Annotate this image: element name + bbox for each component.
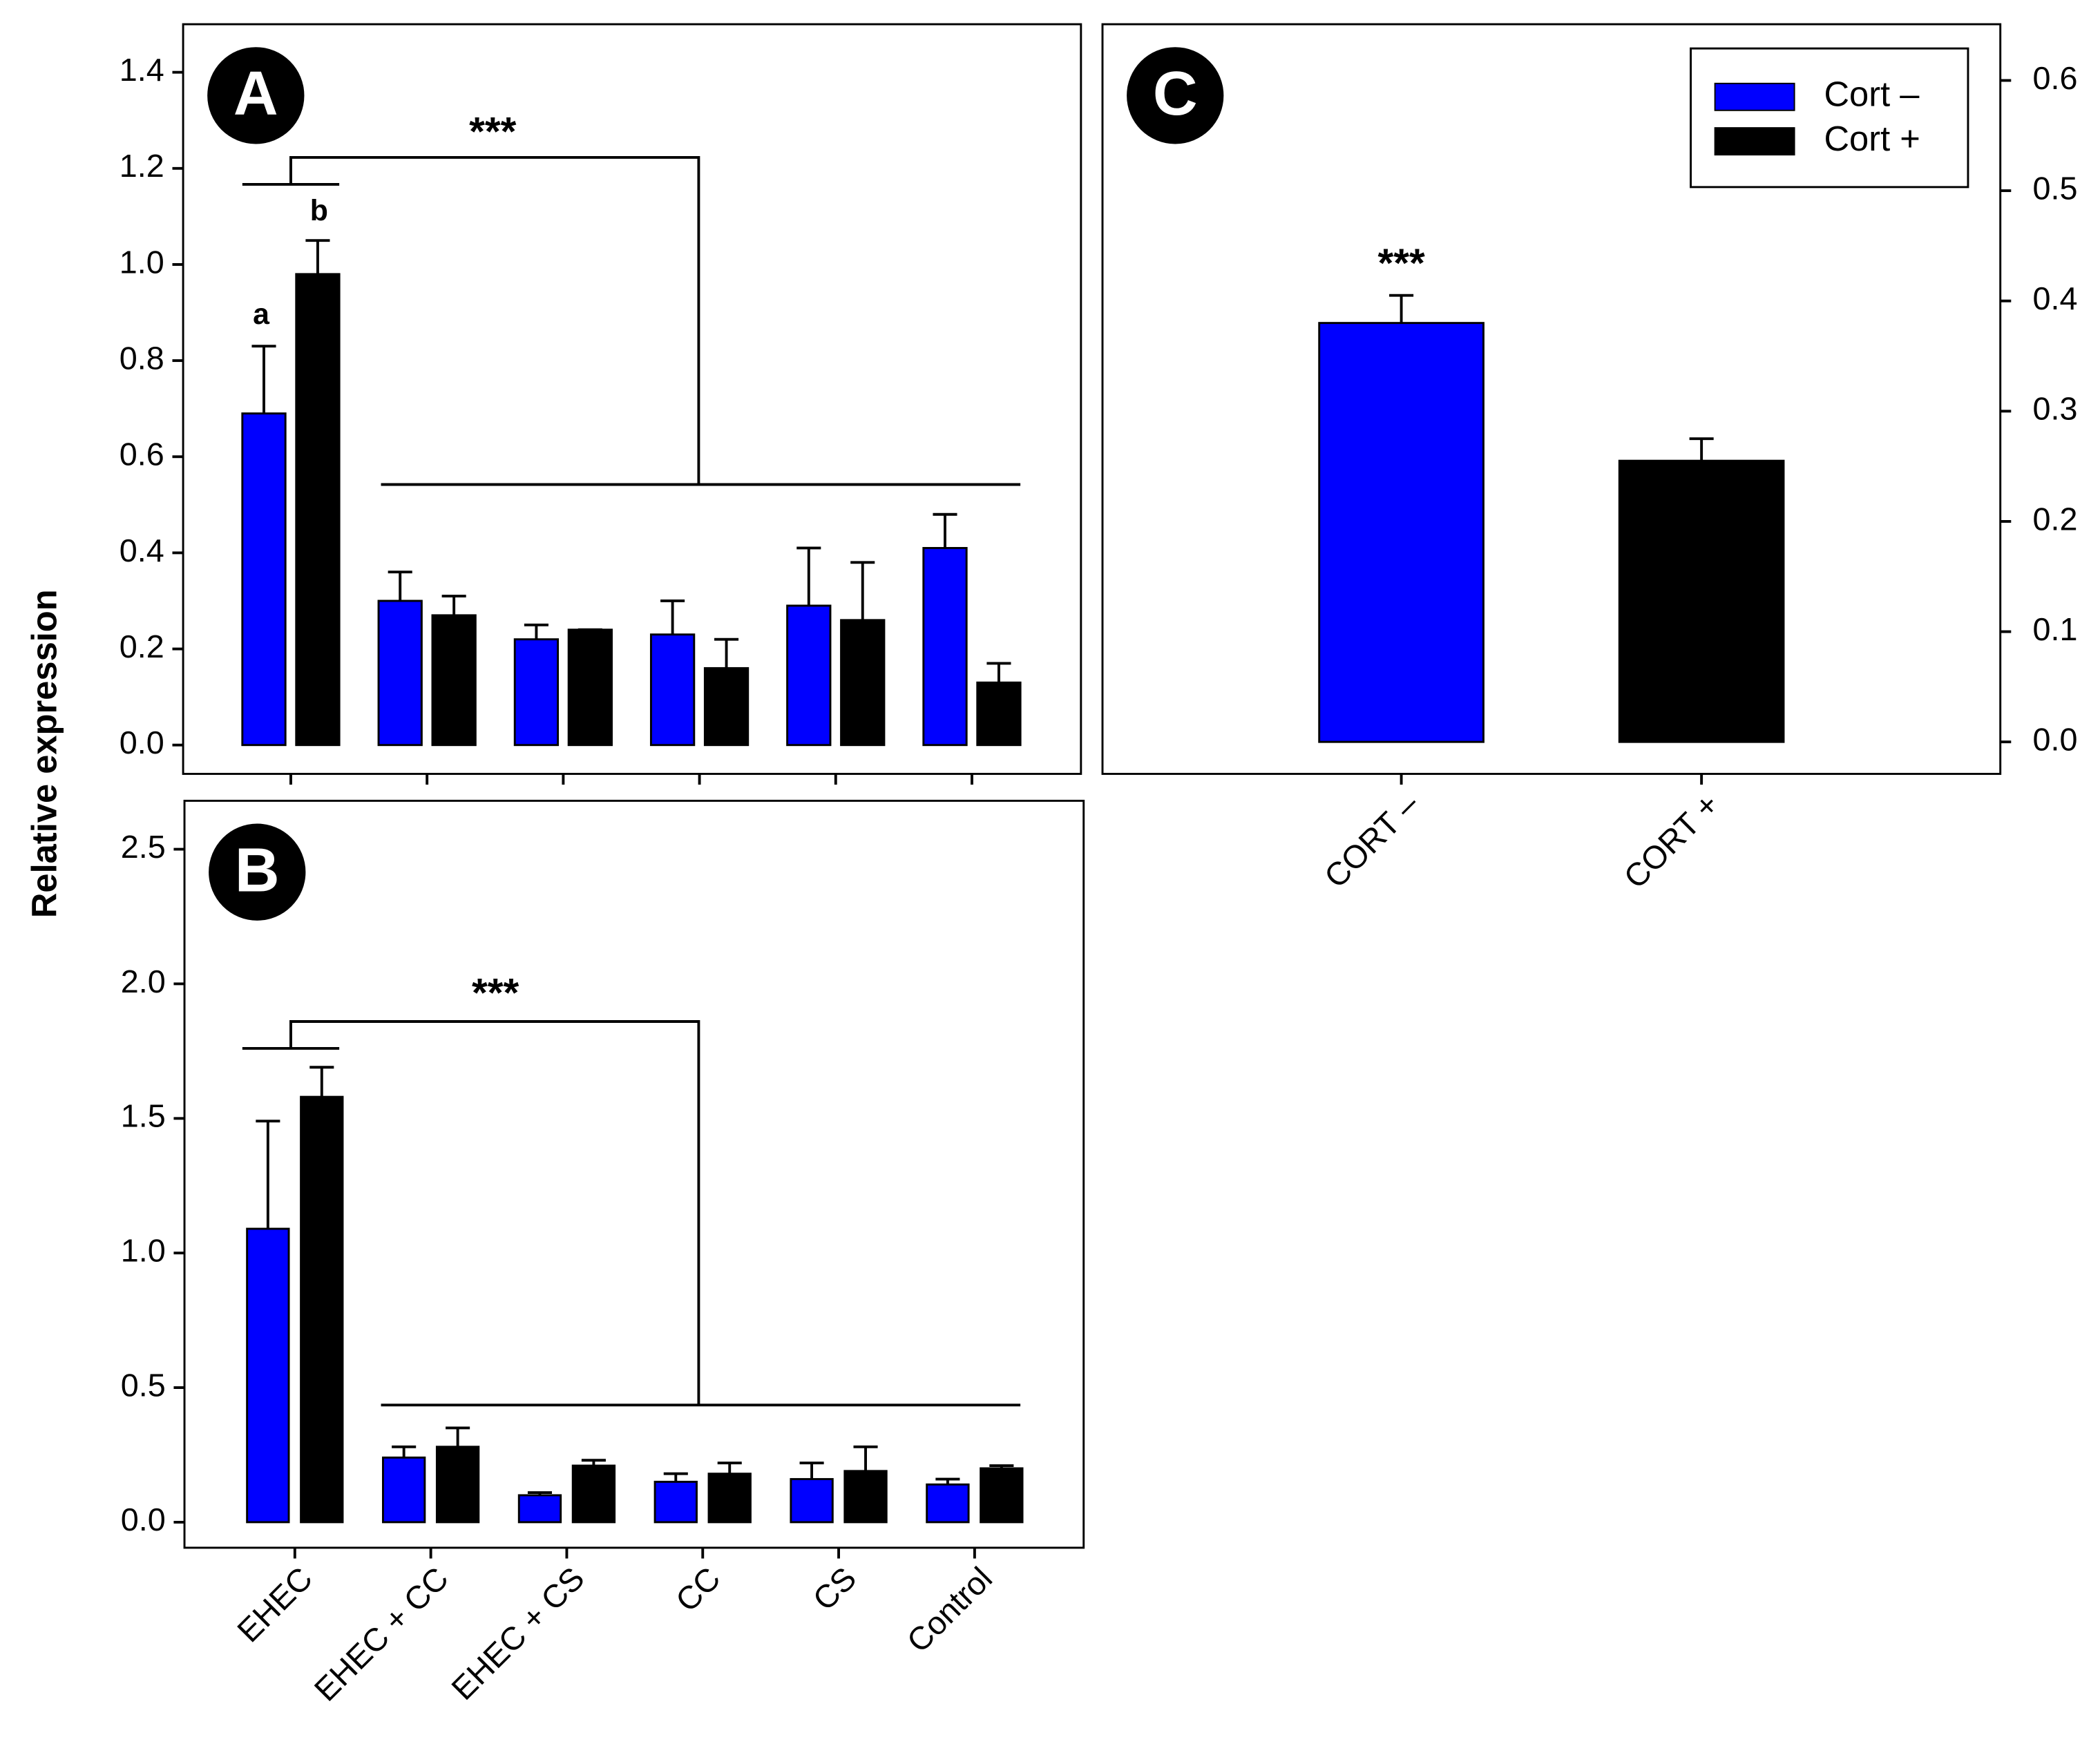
- panel-badge: [209, 823, 306, 921]
- bar: [513, 638, 560, 747]
- y-tick-label: 1.5: [121, 1098, 166, 1134]
- y-tick-label: 1.0: [120, 244, 164, 280]
- x-tick-label: CORT +: [1617, 786, 1726, 895]
- bar: [295, 273, 341, 747]
- x-tick-label: EHEC + CS: [445, 1560, 591, 1707]
- bar: [786, 604, 832, 747]
- y-axis-label: Relative expression: [25, 589, 64, 918]
- bar: [1318, 322, 1485, 743]
- y-tick-label: 0.6: [2032, 60, 2077, 96]
- bar: [567, 629, 613, 747]
- y-tick-label: 1.0: [121, 1233, 166, 1269]
- y-tick-label: 1.4: [120, 52, 164, 88]
- panel-label: C: [1153, 59, 1198, 128]
- annotation: a: [253, 298, 270, 331]
- bar: [980, 1467, 1024, 1524]
- bar: [517, 1494, 562, 1524]
- bar: [922, 546, 968, 747]
- x-tick-label: CC: [669, 1560, 727, 1619]
- y-tick-label: 0.6: [120, 437, 164, 472]
- y-tick-label: 0.8: [120, 340, 164, 376]
- panel-label: A: [233, 59, 278, 128]
- plot-frame: [183, 799, 1085, 1549]
- y-tick-label: 0.4: [120, 533, 164, 568]
- bar: [571, 1464, 616, 1524]
- significance-bracket: [242, 156, 1021, 486]
- y-tick-label: 0.0: [2032, 722, 2077, 758]
- y-tick-label: 0.4: [2032, 280, 2077, 316]
- bar: [431, 614, 477, 747]
- annotation: ***: [1377, 241, 1424, 286]
- legend-swatch: [1714, 82, 1795, 111]
- x-tick-label: EHEC: [231, 1560, 320, 1649]
- plot-frame: [1101, 23, 2002, 775]
- bar: [707, 1473, 752, 1524]
- bar: [300, 1095, 344, 1524]
- bar: [649, 633, 696, 747]
- bar: [703, 666, 750, 747]
- x-tick-label: EHEC + CC: [307, 1560, 455, 1708]
- bar: [377, 600, 423, 747]
- y-tick-label: 2.0: [121, 963, 166, 999]
- bar: [1618, 459, 1785, 743]
- legend-label: Cort +: [1824, 119, 1920, 158]
- y-tick-label: 0.5: [121, 1367, 166, 1403]
- y-tick-label: 0.0: [120, 725, 164, 760]
- bar: [241, 412, 287, 747]
- legend-label: Cort –: [1824, 75, 1920, 114]
- y-tick-label: 0.0: [121, 1502, 166, 1537]
- y-tick-label: 1.2: [120, 148, 164, 184]
- y-tick-label: 0.2: [120, 629, 164, 664]
- bar: [840, 619, 886, 747]
- x-tick-label: Control: [900, 1560, 999, 1659]
- y-tick-label: 0.2: [2032, 501, 2077, 537]
- bar: [976, 681, 1022, 747]
- bar: [435, 1446, 480, 1524]
- y-tick-label: 0.5: [2032, 170, 2077, 206]
- bar: [246, 1227, 290, 1524]
- annotation: ***: [469, 109, 516, 154]
- panel-badge: [207, 47, 305, 144]
- panel-label: B: [235, 835, 280, 904]
- legend-swatch: [1714, 127, 1795, 156]
- x-tick-label: CS: [806, 1560, 863, 1618]
- y-tick-label: 0.1: [2032, 611, 2077, 647]
- panel-badge: [1127, 47, 1224, 144]
- significance-bracket: [242, 1020, 1021, 1407]
- y-tick-label: 0.3: [2032, 391, 2077, 427]
- legend-frame: [1690, 47, 1969, 189]
- plot-frame: [182, 23, 1082, 775]
- y-tick-label: 2.5: [121, 829, 166, 865]
- bar: [843, 1470, 888, 1524]
- bar: [653, 1480, 698, 1524]
- bar: [790, 1478, 834, 1524]
- bar: [926, 1483, 970, 1524]
- bar: [381, 1456, 426, 1524]
- annotation: ***: [472, 970, 519, 1015]
- x-tick-label: CORT –: [1317, 786, 1426, 894]
- annotation: b: [310, 194, 328, 227]
